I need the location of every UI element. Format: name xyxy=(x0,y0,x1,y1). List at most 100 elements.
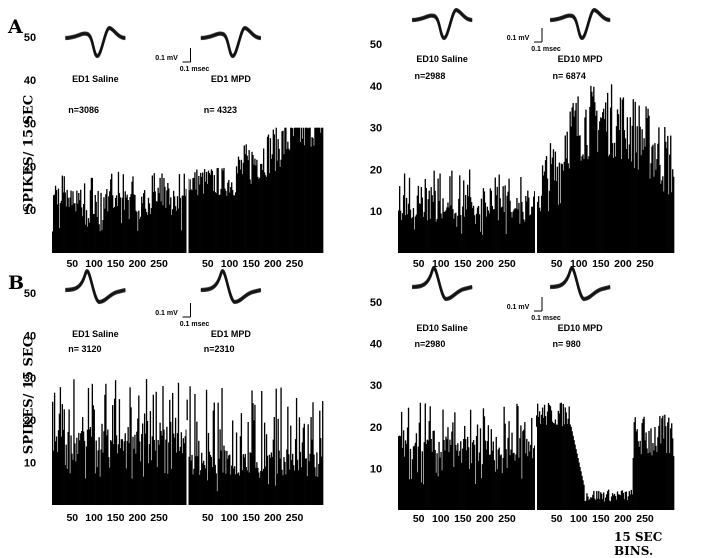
histogram-bar xyxy=(546,411,549,510)
histogram-bar xyxy=(155,391,157,505)
histogram-bar xyxy=(60,200,63,253)
x-tick-label: 200 xyxy=(476,258,494,270)
histogram-bar xyxy=(544,416,547,510)
histogram-bar xyxy=(442,198,444,253)
histogram-bar xyxy=(96,467,98,505)
histogram-bar xyxy=(634,101,636,253)
histogram-bar xyxy=(62,192,64,253)
histogram-bar xyxy=(410,218,413,253)
histogram-bar xyxy=(640,155,642,253)
histogram-bar xyxy=(600,492,602,510)
histogram-bar xyxy=(97,450,99,505)
histogram-bar xyxy=(197,195,199,253)
histogram-bar xyxy=(542,417,545,510)
histogram-bar xyxy=(449,176,451,253)
histogram-bar xyxy=(556,166,559,253)
histogram-bar xyxy=(598,491,600,510)
x-tick-label: 200 xyxy=(476,513,494,525)
histogram-bar xyxy=(602,499,604,510)
histogram-bar xyxy=(507,191,509,253)
histogram-bar xyxy=(601,118,603,253)
histogram-bar xyxy=(181,195,184,253)
x-tick-label: 150 xyxy=(454,258,472,270)
histogram-bar xyxy=(607,156,610,253)
histogram-bar xyxy=(653,450,655,510)
histogram-bar xyxy=(249,179,251,253)
histogram-bar xyxy=(554,151,557,253)
histogram-bar xyxy=(604,119,606,253)
histogram-bar xyxy=(167,473,169,505)
histogram-bar xyxy=(309,453,311,505)
histogram-bar xyxy=(74,203,76,253)
histogram-bar xyxy=(104,208,106,253)
histogram-bar xyxy=(545,156,548,253)
histogram-bar xyxy=(232,468,235,505)
histogram-bar xyxy=(150,208,153,253)
histogram-bar xyxy=(478,452,481,510)
histogram-bar xyxy=(117,444,120,505)
histogram-bar xyxy=(543,404,546,510)
histogram-bar xyxy=(123,209,125,253)
histogram-bar xyxy=(416,472,419,510)
histogram-bar xyxy=(577,458,579,510)
histogram-bar xyxy=(444,211,446,253)
histogram-bar xyxy=(512,211,514,253)
histogram-bar xyxy=(55,436,58,505)
histogram-bar xyxy=(158,193,160,253)
histogram-bar xyxy=(205,389,208,505)
histogram-bar xyxy=(227,458,229,505)
histogram-bar xyxy=(410,478,413,510)
histogram-bar xyxy=(100,192,102,253)
histogram-bar xyxy=(422,216,424,253)
histogram-bar xyxy=(631,494,633,510)
histogram-bar xyxy=(134,434,136,505)
spike-waveform-icon xyxy=(412,9,473,41)
histogram-bar xyxy=(223,445,225,505)
x-tick-label: 50 xyxy=(202,258,214,270)
histogram-bar xyxy=(594,498,596,510)
histogram-bar xyxy=(228,455,230,505)
histogram-bar xyxy=(490,429,492,510)
y-tick-label: 50 xyxy=(24,32,36,44)
histogram-bar xyxy=(191,454,193,505)
histogram-bar xyxy=(112,444,115,505)
histogram-bar xyxy=(123,441,125,505)
x-tick-label: 100 xyxy=(85,512,103,524)
histogram-bar xyxy=(237,472,240,505)
histogram-bar xyxy=(239,169,242,253)
histogram-bar xyxy=(644,146,646,253)
histogram-bar xyxy=(462,448,464,510)
histogram-bar xyxy=(189,179,191,253)
histogram-bar xyxy=(212,191,214,253)
histogram-bar xyxy=(317,127,319,253)
histogram-bar xyxy=(655,169,657,253)
histogram-bar xyxy=(533,196,535,253)
histogram-bar xyxy=(518,202,520,253)
histogram-bar xyxy=(199,474,201,505)
histogram-bar xyxy=(513,209,515,253)
histogram-bar xyxy=(498,174,500,253)
histogram-bar xyxy=(557,204,560,253)
histogram-bar xyxy=(506,468,508,510)
histogram-bar xyxy=(291,460,293,505)
histogram-bar xyxy=(404,215,407,253)
histogram-bar xyxy=(453,467,455,510)
histogram-bar xyxy=(213,175,215,253)
histogram-bar xyxy=(254,158,256,253)
histogram-bar xyxy=(321,127,323,253)
histogram-bar xyxy=(75,211,77,253)
histogram-bar xyxy=(640,454,642,510)
histogram-bar xyxy=(447,202,449,253)
histogram-bar xyxy=(469,197,472,253)
histogram-bar xyxy=(126,440,128,505)
histogram-bar xyxy=(252,155,254,253)
segment-label: ED1 MPD xyxy=(211,329,252,339)
histogram-bar xyxy=(124,191,126,253)
histogram-bar xyxy=(455,444,457,510)
histogram-bar xyxy=(98,437,100,505)
histogram-bar xyxy=(665,141,667,253)
y-tick-label: 50 xyxy=(24,288,36,300)
histogram-bar xyxy=(564,407,566,510)
histogram-bar xyxy=(104,394,106,505)
histogram-bar xyxy=(591,497,593,510)
